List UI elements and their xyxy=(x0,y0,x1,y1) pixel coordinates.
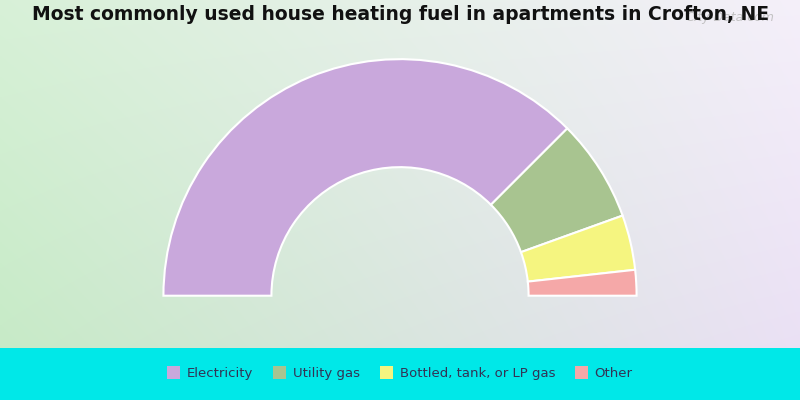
Wedge shape xyxy=(521,216,635,282)
Text: City-Data.com: City-Data.com xyxy=(686,11,774,24)
Wedge shape xyxy=(528,270,637,296)
Text: Most commonly used house heating fuel in apartments in Crofton, NE: Most commonly used house heating fuel in… xyxy=(31,4,769,24)
Wedge shape xyxy=(491,128,622,252)
Wedge shape xyxy=(163,59,567,296)
Legend: Electricity, Utility gas, Bottled, tank, or LP gas, Other: Electricity, Utility gas, Bottled, tank,… xyxy=(162,361,638,385)
